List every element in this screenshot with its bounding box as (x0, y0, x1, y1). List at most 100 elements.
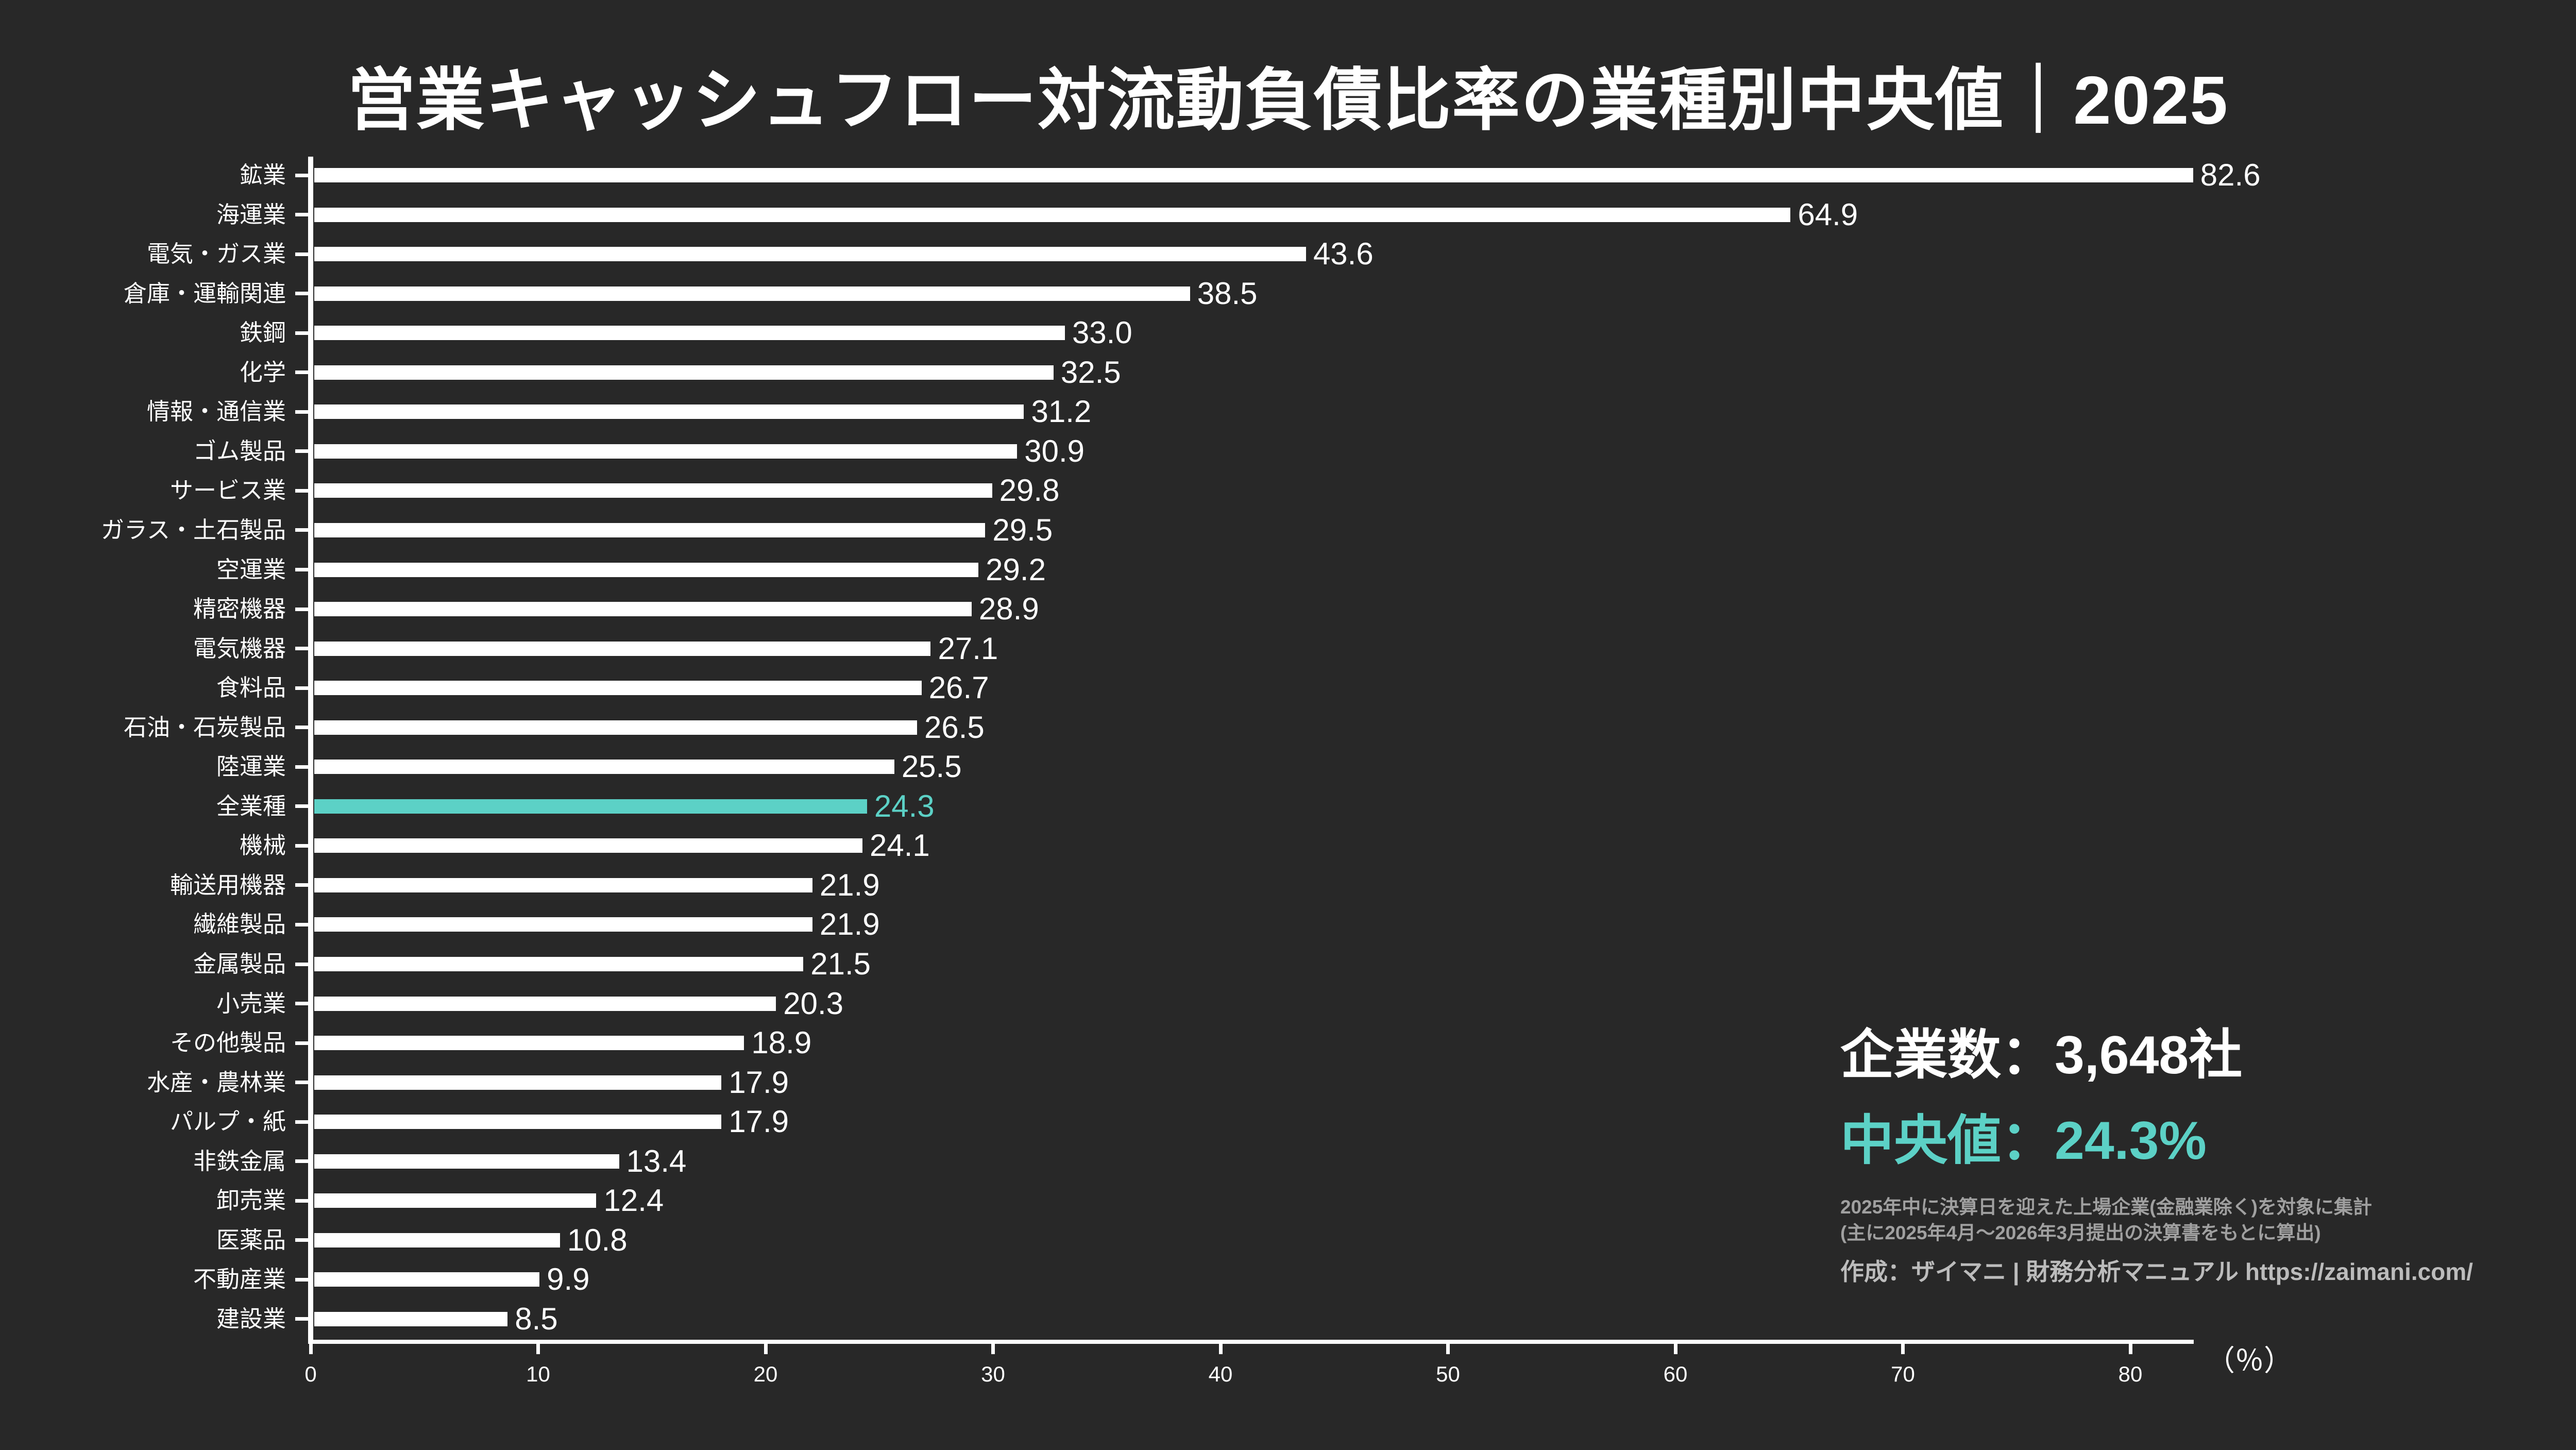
bar (314, 720, 917, 735)
value-label: 29.2 (986, 552, 1046, 587)
value-label: 82.6 (2200, 158, 2261, 192)
value-label: 31.2 (1031, 394, 1092, 429)
x-axis-tick-label: 60 (1663, 1362, 1688, 1386)
y-axis-tick (295, 844, 309, 848)
y-axis-tick (295, 213, 309, 217)
stat-company-count: 企業数：3,648社 (1840, 1025, 2243, 1085)
x-axis-unit-label: （％） (2206, 1344, 2293, 1377)
category-label: 空運業 (216, 556, 286, 583)
bar (314, 365, 1054, 380)
credit-line: 作成：ザイマニ | 財務分析マニュアル https://zaimani.com/ (1840, 1258, 2473, 1285)
value-label: 18.9 (751, 1025, 812, 1060)
bar (314, 404, 1024, 419)
category-label: 鉄鋼 (239, 319, 286, 346)
y-axis-tick (295, 528, 309, 532)
bar (314, 286, 1190, 301)
x-axis-tick (1673, 1344, 1677, 1354)
value-label: 10.8 (567, 1222, 628, 1257)
value-label: 28.9 (978, 592, 1039, 627)
category-label: ガラス・土石製品 (100, 516, 286, 543)
category-label: 電気・ガス業 (146, 241, 286, 267)
y-axis-tick (295, 647, 309, 651)
category-label: 医薬品 (216, 1226, 286, 1253)
bar (314, 681, 922, 696)
y-axis-tick (295, 686, 309, 690)
x-axis-tick-label: 20 (753, 1362, 778, 1386)
value-label: 43.6 (1313, 237, 1374, 272)
category-label: 精密機器 (193, 596, 286, 622)
value-label: 24.1 (870, 828, 930, 863)
category-label: 食料品 (216, 675, 286, 701)
bar (314, 602, 972, 617)
y-axis-tick (295, 410, 309, 414)
y-axis-tick (295, 1238, 309, 1242)
x-axis-tick (309, 1344, 313, 1354)
x-axis-tick-label: 50 (1436, 1362, 1460, 1386)
bar (314, 1311, 508, 1326)
y-axis-tick (295, 765, 309, 769)
chart-title: 営業キャッシュフロー対流動負債比率の業種別中央値｜2025 (347, 62, 2229, 138)
x-axis-tick (1218, 1344, 1223, 1354)
x-axis-tick-label: 0 (304, 1362, 317, 1386)
category-label: 全業種 (216, 793, 286, 819)
category-label: 小売業 (216, 990, 286, 1017)
value-label: 8.5 (515, 1301, 558, 1336)
x-axis-tick-label: 40 (1208, 1362, 1233, 1386)
y-axis-tick (295, 1002, 309, 1006)
footnote-line2: (主に2025年4月〜2026年3月提出の決算書をもとに算出) (1840, 1222, 2321, 1243)
value-label: 9.9 (547, 1262, 590, 1297)
value-label: 64.9 (1798, 197, 1858, 232)
category-label: 石油・石炭製品 (123, 714, 286, 740)
footnote-line1: 2025年中に決算日を迎えた上場企業(金融業除く)を対象に集計 (1840, 1196, 2372, 1218)
x-axis-tick-label: 70 (1891, 1362, 1915, 1386)
x-axis-tick-label: 30 (981, 1362, 1005, 1386)
value-label: 29.8 (999, 473, 1060, 508)
category-label: 不動産業 (193, 1266, 286, 1293)
y-axis-tick (295, 252, 309, 256)
value-label: 26.7 (928, 670, 989, 705)
category-label: 卸売業 (216, 1187, 286, 1214)
y-axis-tick (295, 488, 309, 493)
category-label: 金属製品 (193, 951, 286, 977)
value-label: 38.5 (1197, 276, 1258, 311)
y-axis-tick (295, 370, 309, 375)
y-axis-tick (295, 173, 309, 177)
category-label: ゴム製品 (193, 437, 286, 464)
y-axis-tick (295, 1199, 309, 1203)
category-label: 繊維製品 (193, 911, 286, 938)
bar (314, 1075, 722, 1090)
x-axis-tick (1901, 1344, 1905, 1354)
value-label: 21.5 (810, 947, 871, 981)
y-axis-tick (295, 962, 309, 966)
bar (314, 562, 979, 577)
category-label: 情報・通信業 (146, 398, 286, 425)
category-label: 陸運業 (216, 753, 286, 780)
x-axis-tick-label: 10 (526, 1362, 550, 1386)
bar (314, 444, 1018, 459)
value-label: 33.0 (1072, 315, 1132, 350)
x-axis-line (308, 1340, 2194, 1344)
category-label: 非鉄金属 (193, 1148, 286, 1174)
bar (314, 522, 986, 537)
x-axis-tick (1446, 1344, 1450, 1354)
stat-median-value: 中央値：24.3% (1840, 1111, 2207, 1171)
y-axis-line (308, 157, 313, 1343)
x-axis-tick (991, 1344, 995, 1354)
y-axis-tick (295, 1120, 309, 1124)
bar (314, 641, 931, 656)
x-axis-tick (2128, 1344, 2132, 1354)
value-label: 26.5 (924, 710, 985, 745)
value-label: 17.9 (728, 1065, 789, 1100)
category-label: その他製品 (170, 1030, 286, 1056)
bar (314, 996, 776, 1011)
y-axis-tick (295, 607, 309, 611)
x-axis-tick (764, 1344, 768, 1354)
bar (314, 207, 1791, 222)
category-label: 倉庫・運輸関連 (123, 280, 286, 307)
category-label: パルプ・紙 (170, 1108, 286, 1135)
category-label: 化学 (239, 359, 286, 385)
y-axis-tick (295, 922, 309, 926)
category-label: サービス業 (170, 477, 286, 504)
value-label: 17.9 (728, 1104, 789, 1139)
